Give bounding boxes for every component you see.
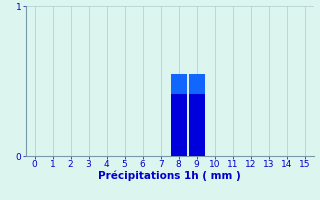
Bar [171,73,187,94]
Bar [171,73,187,156]
Bar [188,73,205,156]
X-axis label: Précipitations 1h ( mm ): Précipitations 1h ( mm ) [98,171,241,181]
Bar [188,73,205,94]
